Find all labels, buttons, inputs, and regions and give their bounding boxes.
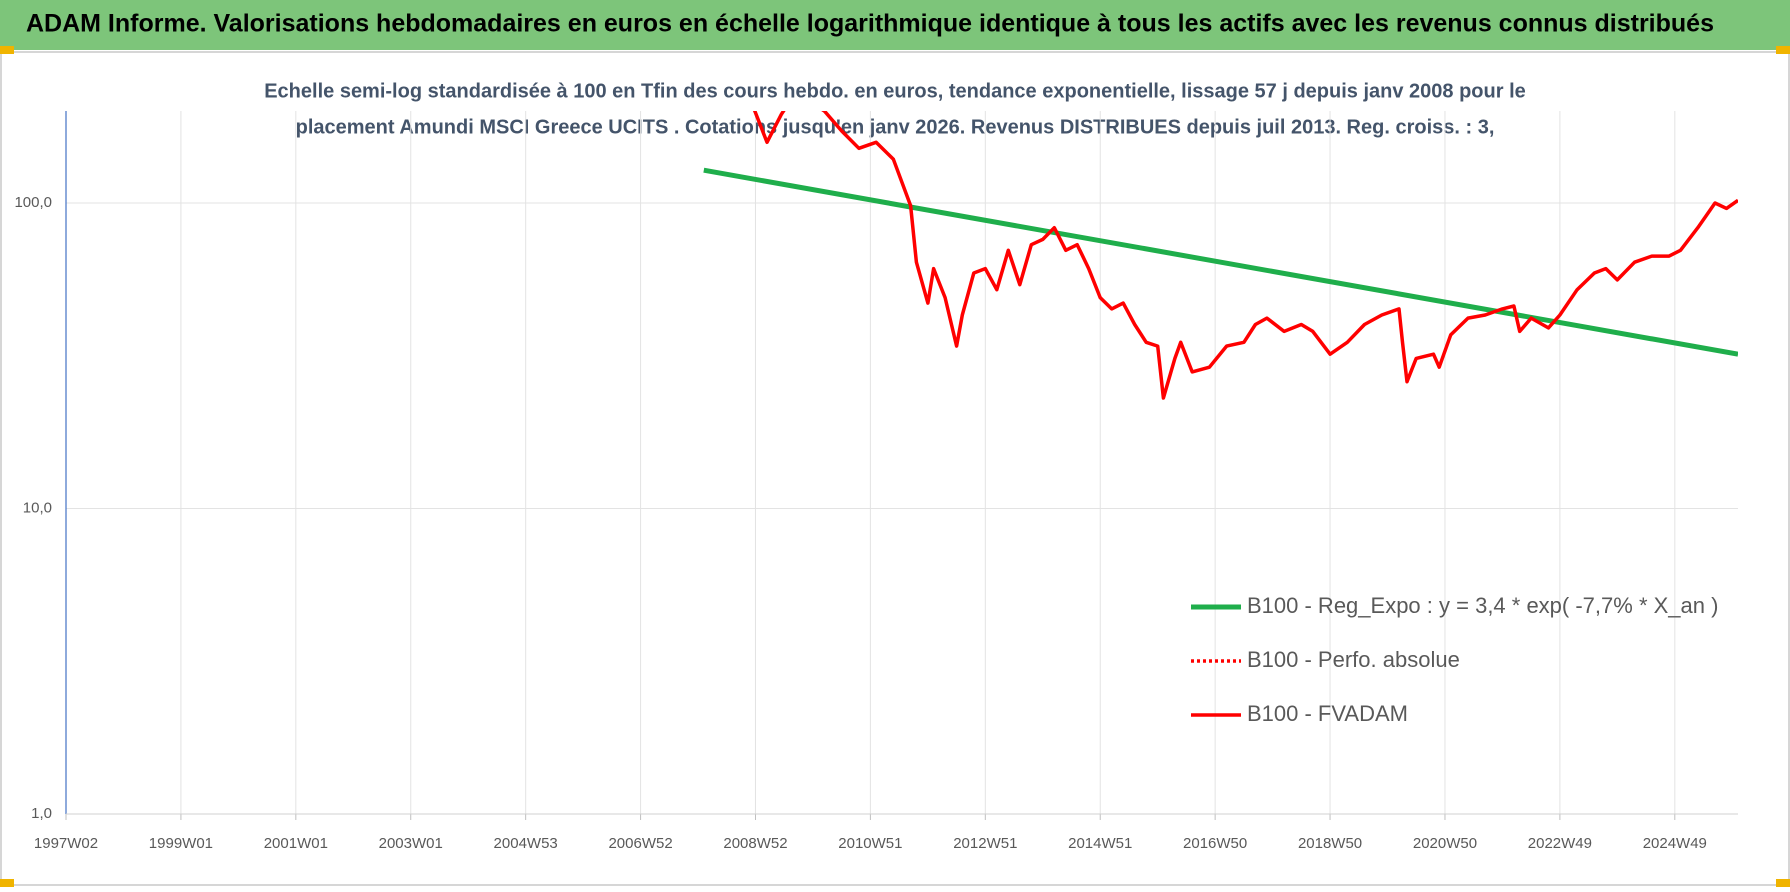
x-tick-label: 2006W52 — [608, 835, 672, 852]
x-tick-label: 2004W53 — [494, 835, 558, 852]
legend-label: B100 - FVADAM — [1247, 701, 1408, 726]
x-tick-label: 2020W50 — [1413, 835, 1477, 852]
x-tick-label: 2014W51 — [1068, 835, 1132, 852]
x-tick-label: 2022W49 — [1528, 835, 1592, 852]
x-tick-label: 2010W51 — [838, 835, 902, 852]
x-tick-label: 1997W02 — [34, 835, 98, 852]
y-tick-label: 1,0 — [31, 805, 52, 822]
corner — [0, 879, 14, 887]
corner — [0, 46, 14, 54]
legend-label: B100 - Perfo. absolue — [1247, 647, 1460, 672]
y-tick-label: 10,0 — [23, 499, 52, 516]
chart-subtitle: Echelle semi-log standardisée à 100 en T… — [264, 80, 1526, 102]
chart-frame — [0, 51, 1790, 886]
x-tick-label: 2012W51 — [953, 835, 1017, 852]
x-tick-label: 2001W01 — [264, 835, 328, 852]
corner — [1776, 879, 1790, 887]
chart-title: ADAM Informe. Valorisations hebdomadaire… — [26, 10, 1714, 38]
corner — [1776, 46, 1790, 54]
data-line — [703, 167, 1738, 357]
data-line — [752, 111, 1738, 400]
chart-subtitle: placement Amundi MSCI Greece UCITS . Cot… — [296, 116, 1495, 138]
x-tick-label: 2018W50 — [1298, 835, 1362, 852]
legend-label: B100 - Reg_Expo : y = 3,4 * exp( -7,7% *… — [1247, 593, 1718, 618]
y-tick-label: 100,0 — [14, 194, 52, 211]
x-tick-label: 2008W52 — [723, 835, 787, 852]
labels: 1,0 10,0 100,0 1997W02 1999W01 2001W01 2003W01… — [14, 194, 1706, 852]
header-bar — [0, 0, 1790, 50]
x-tick-label: 2003W01 — [379, 835, 443, 852]
x-tick-label: 1999W01 — [149, 835, 213, 852]
x-tick-label: 2024W49 — [1643, 835, 1707, 852]
legend: B100 - Reg_Expo : y = 3,4 * exp( -7,7% *… — [1191, 593, 1718, 726]
plot-area — [703, 111, 1738, 400]
x-tick-label: 2016W50 — [1183, 835, 1247, 852]
